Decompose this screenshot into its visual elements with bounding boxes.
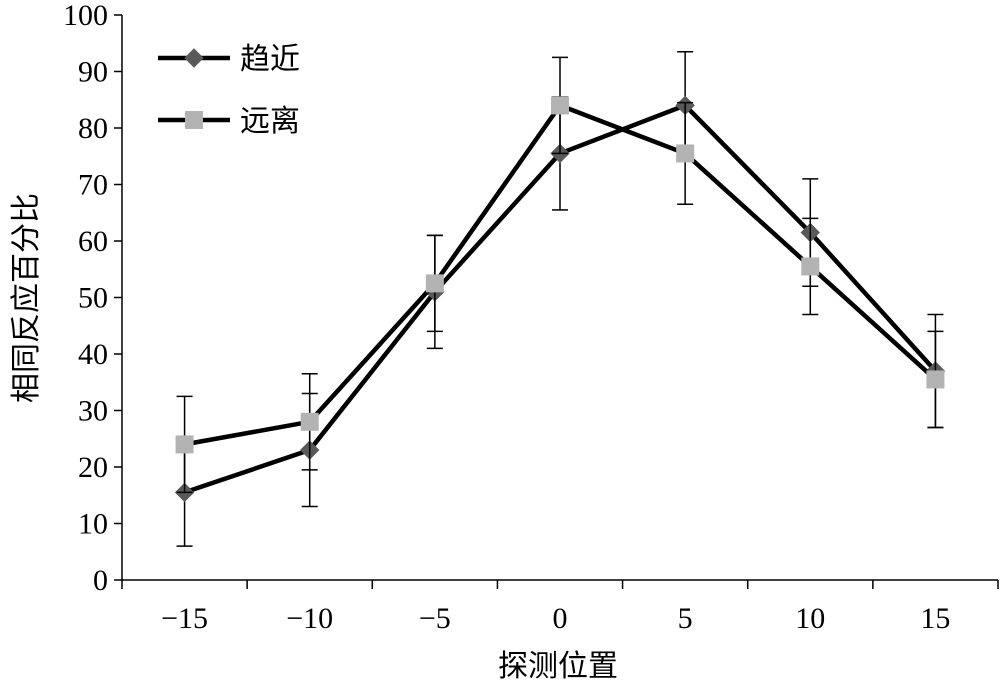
data-point [551,96,569,115]
legend-marker [184,48,204,68]
data-point [801,257,820,276]
x-axis-title: 探测位置 [498,649,618,684]
y-tick-label: 0 [93,564,108,597]
legend-marker [185,111,203,129]
x-tick-label: 15 [920,602,950,635]
x-axis: −15 −10 −5 0 5 10 15 [121,579,999,635]
y-axis: 0 10 20 30 40 50 60 70 80 90 100 [63,0,123,597]
series-layer [174,50,946,547]
x-tick-label: 5 [678,602,693,635]
y-tick-label: 80 [78,112,108,145]
data-point [425,274,444,293]
y-tick-label: 30 [78,395,108,428]
data-point [175,435,194,454]
y-axis-title: 相同反应百分比 [9,193,44,403]
data-point [300,412,319,431]
y-tick-label: 50 [78,282,108,315]
series-2 [175,56,945,494]
y-tick-label: 10 [78,508,108,541]
y-tick-label: 100 [63,0,108,32]
legend-item: 远离 [158,104,300,139]
x-tick-label: 0 [553,602,568,635]
x-tick-label: 10 [795,602,825,635]
y-tick-label: 70 [78,169,108,202]
legend-label: 远离 [240,104,300,139]
x-tick-label: −5 [419,602,451,635]
y-tick-label: 60 [78,225,108,258]
x-tick-label: −10 [286,602,333,635]
x-tick-label: −15 [161,602,208,635]
y-tick-label: 90 [78,56,108,89]
y-tick-label: 20 [78,451,108,484]
data-point [926,370,945,389]
legend-item: 趋近 [158,42,300,77]
legend-label: 趋近 [240,42,300,77]
y-tick-label: 40 [78,338,108,371]
data-point [676,144,695,163]
